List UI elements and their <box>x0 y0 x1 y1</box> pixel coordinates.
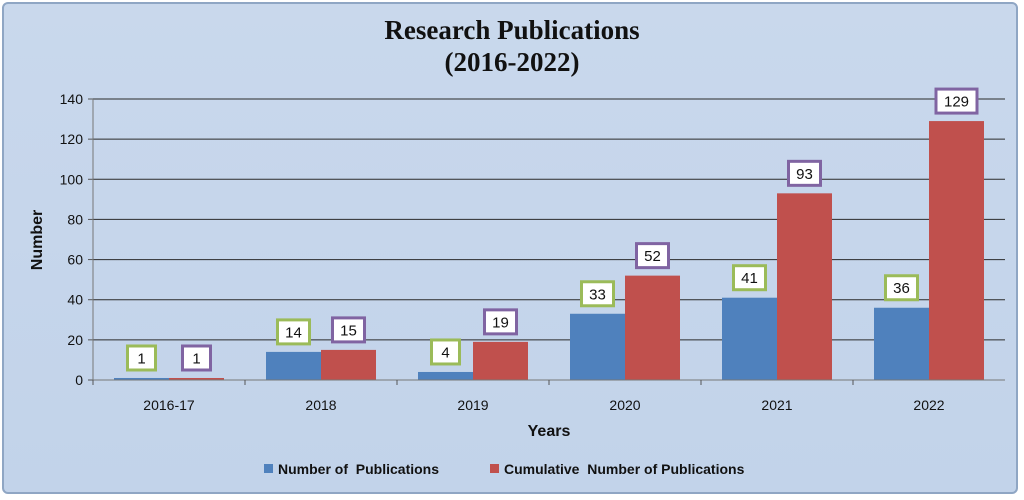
y-tick-label: 80 <box>67 211 83 227</box>
x-tick-label: 2022 <box>913 397 944 413</box>
data-label-text: 1 <box>192 350 200 367</box>
data-label: 129 <box>934 87 979 115</box>
bar-cumulative <box>929 121 984 380</box>
bar-publications <box>874 307 929 380</box>
data-label-box <box>884 274 919 302</box>
data-label-text: 14 <box>285 324 302 341</box>
data-label-text: 33 <box>589 286 606 303</box>
legend-swatch-cumulative <box>490 464 499 473</box>
data-label-box <box>181 344 212 372</box>
data-label-box <box>934 87 979 115</box>
data-label-box <box>276 318 311 346</box>
data-label-text: 15 <box>340 322 357 339</box>
chart-title: Research Publications (2016-2022) <box>0 14 1024 78</box>
data-label: 1 <box>181 344 212 372</box>
chart-title-line-1: Research Publications <box>384 15 640 45</box>
data-label: 15 <box>331 316 366 344</box>
bar-publications <box>722 297 777 380</box>
y-tick-label: 40 <box>67 292 83 308</box>
x-tick-label: 2018 <box>305 397 336 413</box>
legend-label-cumulative: Cumulative Number of Publications <box>504 461 745 477</box>
bar-publications <box>114 377 169 380</box>
bar-publications <box>570 313 625 380</box>
gridlines <box>93 98 1005 341</box>
data-label: 52 <box>635 242 670 270</box>
data-label-text: 1 <box>137 350 145 367</box>
data-label-box <box>732 264 767 292</box>
y-axis-title: Number <box>29 210 46 270</box>
bar-cumulative <box>777 193 832 380</box>
data-label-box <box>430 338 461 366</box>
x-tick-label: 2016-17 <box>143 397 195 413</box>
x-tick-label: 2021 <box>761 397 792 413</box>
bar-cumulative <box>473 341 528 380</box>
data-label: 4 <box>430 338 461 366</box>
data-label-box <box>787 159 822 187</box>
y-tick-label: 60 <box>67 252 83 268</box>
y-tick-label: 140 <box>60 91 84 107</box>
data-label-text: 41 <box>741 270 758 287</box>
data-label-text: 129 <box>944 94 969 111</box>
data-labels: 1 1 14 15 4 19 33 52 41 93 36 129 <box>126 87 979 372</box>
legend: Number of Publications Cumulative Number … <box>264 461 745 477</box>
data-label: 1 <box>126 344 157 372</box>
legend-swatch-publications <box>264 464 273 473</box>
data-label: 14 <box>276 318 311 346</box>
bar-cumulative <box>625 275 680 380</box>
data-label-text: 52 <box>644 248 661 265</box>
data-label-text: 93 <box>796 166 813 183</box>
legend-label-publications: Number of Publications <box>278 461 439 477</box>
bar-cumulative <box>169 377 224 380</box>
data-label-box <box>331 316 366 344</box>
bar-cumulative <box>321 349 376 380</box>
data-label-box <box>126 344 157 372</box>
chart-frame <box>2 2 1018 494</box>
y-tick-label: 0 <box>75 372 83 388</box>
data-label-text: 4 <box>441 344 449 361</box>
data-label: 93 <box>787 159 822 187</box>
data-label-box <box>580 280 615 308</box>
bars <box>114 121 984 380</box>
y-tick-label: 100 <box>60 171 84 187</box>
bar-publications <box>418 371 473 380</box>
chart-title-line-2: (2016-2022) <box>444 47 580 77</box>
data-label: 36 <box>884 274 919 302</box>
data-label-box <box>483 308 518 336</box>
axes: 0 20 40 60 80 100 120 140 2016-17 2018 2019 2020 202… <box>60 91 1005 413</box>
data-label: 19 <box>483 308 518 336</box>
y-tick-label: 120 <box>60 131 84 147</box>
data-label-text: 19 <box>492 314 509 331</box>
data-label-box <box>635 242 670 270</box>
x-tick-label: 2019 <box>457 397 488 413</box>
data-label: 41 <box>732 264 767 292</box>
y-tick-label: 20 <box>67 332 83 348</box>
x-axis-title: Years <box>528 423 571 440</box>
data-label-text: 36 <box>893 280 910 297</box>
data-label: 33 <box>580 280 615 308</box>
x-tick-label: 2020 <box>609 397 640 413</box>
bar-publications <box>266 351 321 380</box>
